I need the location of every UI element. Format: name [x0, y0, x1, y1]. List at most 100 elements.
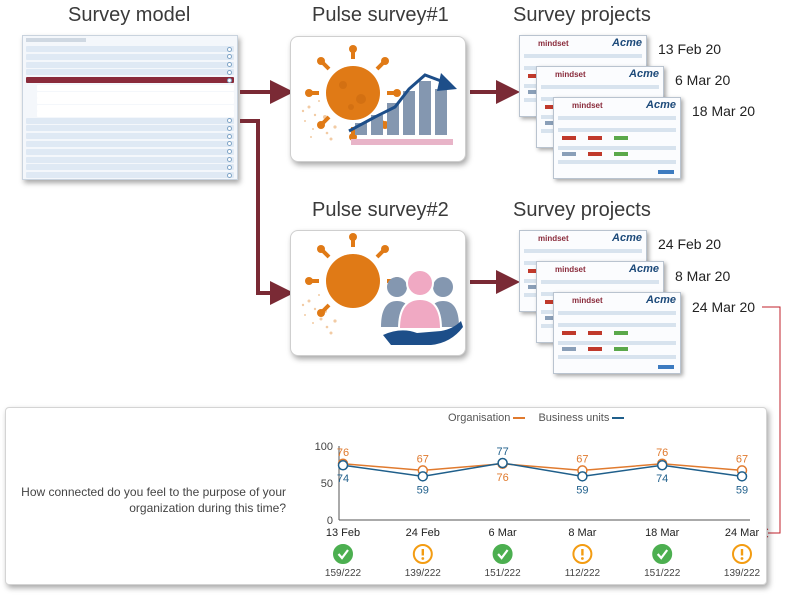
model-row-dot: [227, 77, 232, 83]
project-brand: Acme: [629, 68, 659, 80]
data-label-organisation: 76: [337, 447, 349, 459]
project-bar: [558, 323, 676, 327]
model-row: [26, 133, 234, 140]
data-label-organisation: 67: [417, 453, 429, 465]
data-label-organisation: 76: [496, 472, 508, 484]
project-button: [545, 121, 559, 125]
model-row: [37, 85, 234, 91]
check-circle-icon: [492, 544, 513, 564]
pulse-survey-2-card: [290, 230, 466, 356]
y-tick-label: 50: [321, 478, 333, 490]
project-bar: [541, 280, 659, 284]
model-row: [26, 117, 234, 124]
project-logo: mindset: [538, 39, 569, 48]
project-bar: [558, 311, 676, 315]
project-logo: mindset: [555, 265, 586, 274]
check-circle-icon: [333, 544, 353, 564]
project-brand: Acme: [629, 263, 659, 275]
project-logo: mindset: [572, 101, 603, 110]
model-row: [26, 148, 234, 155]
project-bar: [558, 341, 676, 345]
series-line-organisation: [342, 463, 743, 472]
point-business-units: [337, 459, 349, 471]
project-date-label: 13 Feb 20: [658, 41, 722, 57]
x-tick-label: 6 Mar: [489, 527, 517, 539]
project-button: [588, 331, 602, 335]
model-title-bar: [26, 38, 86, 42]
project-bar: [558, 116, 676, 120]
model-row-dot: [227, 157, 232, 162]
model-row: [37, 91, 234, 98]
model-row: [37, 104, 234, 111]
point-business-units: [417, 471, 429, 482]
model-row-dot: [227, 164, 232, 170]
model-row-dot: [227, 149, 232, 155]
project-button: [528, 285, 542, 289]
data-label-business-units: 59: [736, 484, 748, 496]
line-chart: 0 50 100 76 74 67 59 76 77 67 59 76 74 67 59 13 Feb 24 F…: [315, 441, 761, 579]
survey-projects-1-heading: Survey projects: [513, 4, 651, 26]
data-label-business-units: 59: [417, 484, 429, 496]
response-count: 139/222: [405, 568, 442, 579]
project-button: [528, 74, 542, 78]
project-button: [545, 105, 559, 109]
project-date-label: 24 Feb 20: [658, 236, 722, 252]
data-label-business-units: 74: [337, 473, 349, 485]
pulse-survey-1-heading: Pulse survey#1: [312, 4, 449, 26]
project-brand: Acme: [646, 99, 676, 111]
virus-with-rising-bar-chart-icon: [301, 45, 457, 145]
project-button: [528, 269, 542, 273]
project-bar: [524, 249, 642, 253]
project-button: [528, 90, 542, 94]
response-count: 151/222: [485, 568, 522, 579]
y-tick-label: 0: [327, 515, 333, 527]
data-label-organisation: 67: [736, 453, 748, 465]
response-count: 112/222: [565, 568, 601, 579]
project-button: [588, 136, 602, 140]
project-bar: [524, 54, 642, 58]
project-date-label: 18 Mar 20: [692, 103, 756, 119]
project-date-label: 8 Mar 20: [675, 268, 731, 284]
project-date-label: 6 Mar 20: [675, 72, 731, 88]
model-row: [26, 156, 234, 163]
project-logo: mindset: [572, 296, 603, 305]
pulse-survey-1-card: [290, 36, 466, 162]
model-row-dot: [227, 62, 232, 68]
project-footer-button: [658, 170, 674, 174]
x-tick-label: 24 Feb: [406, 527, 440, 539]
legend-business-units-swatch: [612, 417, 625, 420]
point-business-units: [577, 471, 588, 482]
data-label-business-units: 59: [576, 484, 588, 496]
model-row: [37, 111, 234, 117]
legend-organisation-swatch: [513, 417, 526, 420]
project-button: [614, 136, 628, 140]
project-button: [562, 347, 576, 351]
data-label-business-units: 74: [656, 473, 668, 485]
model-row-dot: [227, 118, 232, 123]
data-label-business-units: 77: [496, 446, 508, 458]
project-brand: Acme: [646, 294, 676, 306]
project-bar: [558, 128, 676, 132]
model-row-dot: [227, 69, 232, 75]
project-brand: Acme: [612, 232, 642, 244]
project-logo: mindset: [538, 234, 569, 243]
pulse-survey-2-heading: Pulse survey#2: [312, 199, 449, 221]
project-button: [614, 331, 628, 335]
data-label-organisation: 76: [656, 447, 668, 459]
project-logo: mindset: [555, 70, 586, 79]
point-business-units: [656, 459, 668, 471]
point-business-units: [736, 471, 748, 482]
model-row-selected: [26, 77, 234, 84]
check-circle-icon: [652, 544, 673, 564]
x-tick-label: 8 Mar: [568, 527, 596, 539]
model-row-dot: [227, 125, 232, 131]
project-brand: Acme: [612, 37, 642, 49]
survey-project-card: mindset Acme: [553, 292, 681, 374]
model-row: [26, 125, 234, 132]
survey-model-thumbnail: [22, 35, 238, 180]
data-label-organisation: 67: [576, 453, 588, 465]
project-button: [545, 316, 559, 320]
project-button: [562, 152, 576, 156]
model-row-dot: [227, 133, 232, 139]
